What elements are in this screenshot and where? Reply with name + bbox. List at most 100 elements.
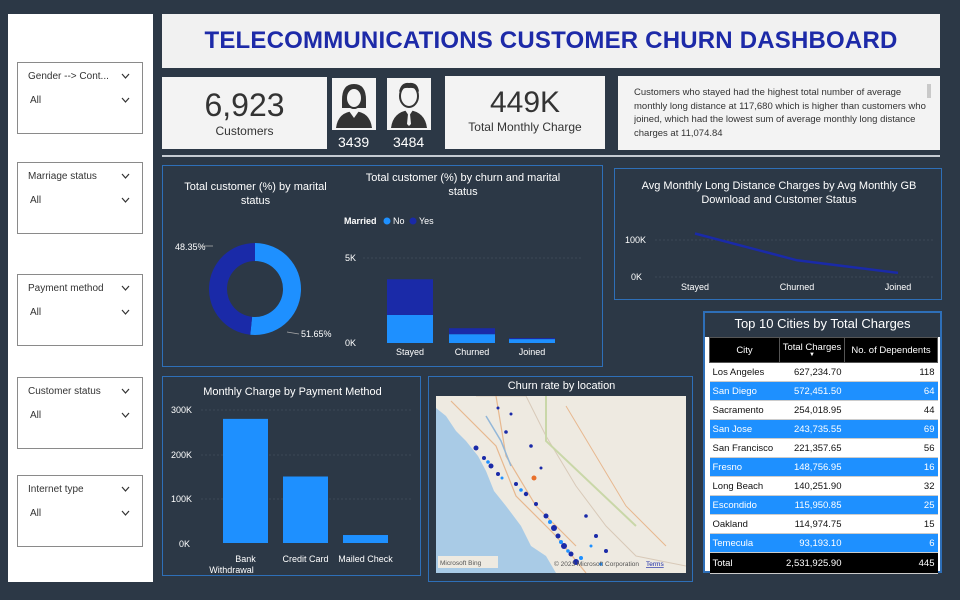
x-label: Bank Withdrawal [209, 554, 256, 575]
cell-city: Escondido [709, 495, 780, 515]
table-row[interactable]: Escondido 115,950.85 25 [709, 495, 938, 515]
cell-dependents: 16 [844, 457, 938, 477]
slicer-label: Payment method [28, 283, 104, 294]
bar-credit-card [283, 476, 328, 543]
donut-label-married: 48.35% [175, 242, 206, 252]
col-city[interactable]: City [709, 337, 780, 363]
table-row[interactable]: Oakland 114,974.75 15 [709, 514, 938, 534]
slicer-value: All [30, 95, 42, 106]
table-row[interactable]: Los Angeles 627,234.70 118 [709, 362, 938, 382]
chevron-down-icon[interactable] [121, 97, 130, 106]
total-dependents: 445 [844, 552, 938, 574]
chevron-down-icon[interactable] [121, 173, 130, 182]
bar-yes-joined [509, 338, 555, 340]
cell-dependents: 25 [844, 495, 938, 515]
table-row[interactable]: San Diego 572,451.50 64 [709, 381, 938, 401]
map-panel: Churn rate by location Microsoft Bing © … [428, 376, 693, 582]
col-dependents[interactable]: No. of Dependents [844, 337, 938, 363]
monthly-charge-label: Total Monthly Charge [468, 120, 582, 134]
marriage-slicer[interactable]: Marriage status All [17, 162, 143, 234]
header-divider [162, 155, 940, 157]
cell-dependents: 69 [844, 419, 938, 439]
map-copyright: © 2023 Microsoft Corporation [554, 560, 639, 568]
table-row[interactable]: Sacramento 254,018.95 44 [709, 400, 938, 420]
y-tick-0k: 0K [631, 272, 642, 282]
table-row[interactable]: San Francisco 221,357.65 56 [709, 438, 938, 458]
cell-dependents: 6 [844, 533, 938, 553]
top-cities-table: Top 10 Cities by Total Charges City Tota… [703, 311, 942, 574]
slicer-label: Customer status [28, 386, 101, 397]
customer-status-slicer[interactable]: Customer status All [17, 377, 143, 449]
legend-title: Married [344, 216, 377, 226]
donut-title: Total customer (%) by marital status [184, 181, 327, 207]
insight-card: Customers who stayed had the highest tot… [618, 76, 940, 150]
long-distance-line [694, 232, 899, 275]
cell-dependents: 15 [844, 514, 938, 534]
gender-slicer[interactable]: Gender --> Cont... All [17, 62, 143, 134]
table-row[interactable]: Temecula 93,193.10 6 [709, 533, 938, 553]
cell-dependents: 32 [844, 476, 938, 496]
bar-bank-withdrawal [223, 418, 268, 543]
insight-text: Customers who stayed had the highest tot… [634, 87, 926, 139]
chevron-down-icon[interactable] [121, 73, 130, 82]
cities-table: City Total Charges ▼ No. of Dependents Lo… [709, 337, 938, 574]
bar-no-churned [449, 334, 495, 343]
legend-yes-label: Yes [419, 216, 434, 226]
monthly-charge-card: 449K Total Monthly Charge [445, 76, 605, 149]
cell-total-charges: 254,018.95 [779, 400, 845, 420]
payment-slicer[interactable]: Payment method All [17, 274, 143, 346]
bar-yes-churned [449, 328, 495, 335]
insight-scrollbar[interactable] [927, 84, 931, 98]
female-icon [332, 78, 376, 130]
cell-city: Temecula [709, 533, 780, 553]
chevron-down-icon[interactable] [121, 309, 130, 318]
top-cities-title: Top 10 Cities by Total Charges [705, 313, 940, 337]
churn-marital-title: Total customer (%) by churn and marital … [365, 172, 561, 198]
chevron-down-icon[interactable] [121, 388, 130, 397]
table-row[interactable]: Long Beach 140,251.90 32 [709, 476, 938, 496]
cell-city: Long Beach [709, 476, 780, 496]
x-label: Credit Card [282, 554, 328, 564]
y-tick-300k: 300K [171, 405, 192, 415]
cell-total-charges: 243,735.55 [779, 419, 845, 439]
california-map[interactable]: Microsoft Bing © 2023 Microsoft Corporat… [436, 396, 686, 573]
map-title: Churn rate by location [507, 380, 616, 392]
chevron-down-icon[interactable] [121, 197, 130, 206]
chevron-down-icon[interactable] [121, 285, 130, 294]
legend-no-swatch [383, 217, 391, 225]
monthly-charge-value: 449K [489, 86, 561, 119]
chevron-down-icon[interactable] [121, 510, 130, 519]
cell-total-charges: 140,251.90 [779, 476, 845, 496]
customers-value: 6,923 [204, 87, 285, 123]
cell-city: Fresno [709, 457, 780, 477]
payment-title: Monthly Charge by Payment Method [203, 386, 382, 398]
x-label: Stayed [396, 347, 424, 357]
customers-card: 6,923 Customers [162, 77, 327, 149]
cell-dependents: 56 [844, 438, 938, 458]
cell-city: Sacramento [709, 400, 780, 420]
table-row[interactable]: San Jose 243,735.55 69 [709, 419, 938, 439]
internet-type-slicer[interactable]: Internet type All [17, 475, 143, 547]
long-distance-chart: 100K 0K Stayed Churned Joined [625, 232, 935, 292]
cell-total-charges: 627,234.70 [779, 362, 845, 382]
cell-city: San Jose [709, 419, 780, 439]
x-label: Joined [519, 347, 546, 357]
bar-mailed-check [343, 535, 388, 543]
y-tick-100k: 100K [171, 494, 192, 504]
chevron-down-icon[interactable] [121, 486, 130, 495]
churn-marital-chart: Married No Yes 5K 0K Stayed Churned Joined [344, 216, 583, 357]
col-total-charges[interactable]: Total Charges ▼ [779, 337, 845, 363]
x-label: Mailed Check [338, 554, 393, 564]
chevron-down-icon[interactable] [121, 412, 130, 421]
total-label: Total [709, 552, 780, 574]
donut-chart: 48.35% 51.65% [175, 242, 332, 339]
filter-sidebar: Gender --> Cont... All Marriage status A… [8, 14, 153, 582]
sort-desc-icon[interactable]: ▼ [809, 352, 815, 358]
total-charges: 2,531,925.90 [779, 552, 845, 574]
cell-total-charges: 572,451.50 [779, 381, 845, 401]
donut-label-single: 51.65% [301, 329, 332, 339]
table-row[interactable]: Fresno 148,756.95 16 [709, 457, 938, 477]
cell-city: San Francisco [709, 438, 780, 458]
map-terms-link: Terms [646, 561, 664, 568]
payment-panel: Monthly Charge by Payment Method 300K 20… [162, 376, 421, 576]
